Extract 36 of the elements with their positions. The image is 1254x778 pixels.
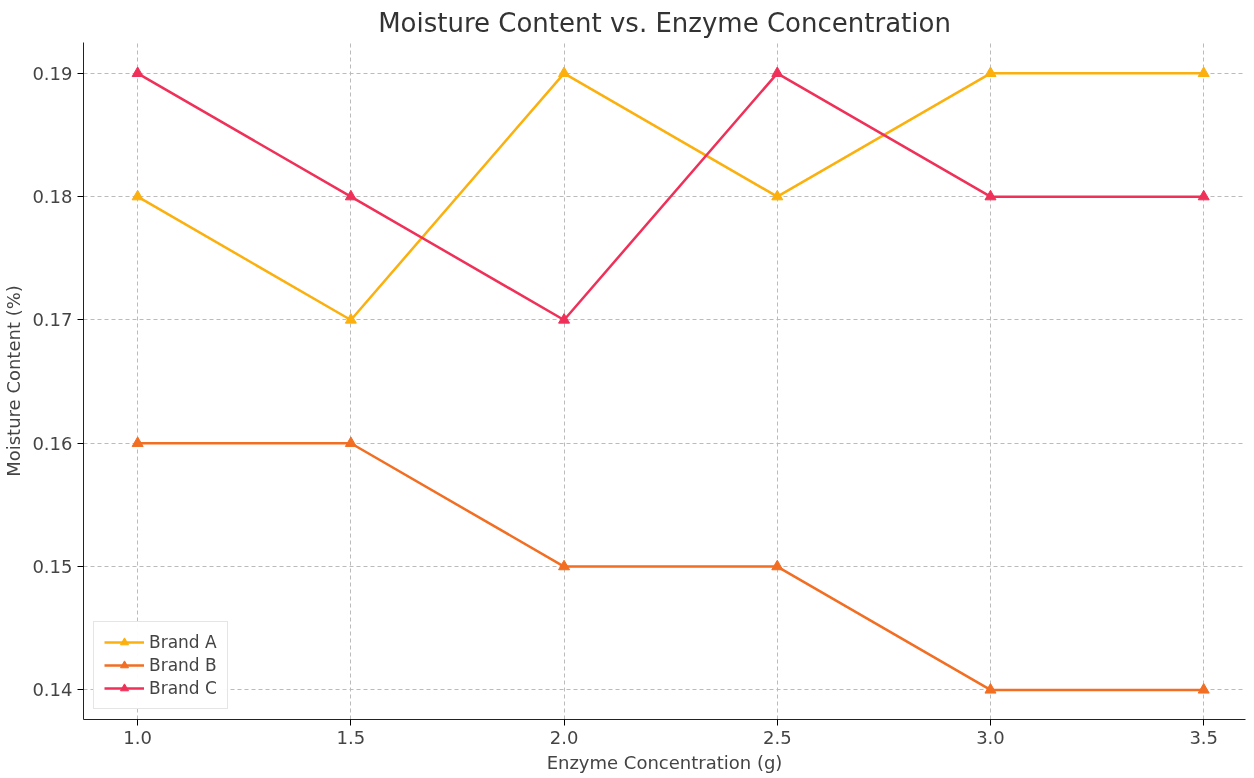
y-tick-label: 0.15 — [32, 556, 73, 578]
point — [344, 313, 357, 324]
y-tick-label: 0.14 — [32, 679, 73, 701]
y-tick-label: 0.17 — [32, 309, 73, 331]
x-tick-label: 2.5 — [762, 726, 792, 748]
legend-label: Brand B — [149, 655, 217, 675]
x-tick-label: 3.5 — [1189, 726, 1219, 748]
legend-label: Brand C — [149, 678, 217, 698]
point — [558, 313, 571, 324]
point — [984, 189, 997, 201]
point — [344, 189, 357, 201]
chart-title: Moisture Content vs. Enzyme Concentration — [378, 7, 951, 38]
legend-label: Brand A — [149, 632, 217, 652]
x-tick-label: 1.0 — [123, 726, 152, 748]
point — [984, 683, 997, 694]
x-axis-title: Enzyme Concentration (g) — [546, 751, 783, 773]
point — [771, 189, 784, 201]
point — [131, 189, 144, 201]
y-tick-label: 0.18 — [32, 186, 73, 208]
point — [344, 436, 357, 447]
x-tick-label: 3.0 — [976, 726, 1005, 748]
y-tick-label: 0.16 — [32, 432, 73, 454]
point — [131, 436, 144, 447]
x-tick-label: 1.5 — [336, 726, 366, 748]
point — [1197, 189, 1210, 201]
point — [1197, 683, 1210, 694]
point — [558, 559, 571, 571]
point — [984, 66, 997, 77]
x-tick-label: 2.0 — [549, 726, 579, 748]
point — [771, 66, 784, 77]
point — [1197, 66, 1210, 77]
point — [558, 66, 571, 77]
y-tick-label: 0.19 — [32, 62, 73, 84]
y-axis-title: Moisture Content (%) — [3, 285, 25, 477]
point — [771, 559, 784, 571]
point — [131, 66, 144, 77]
